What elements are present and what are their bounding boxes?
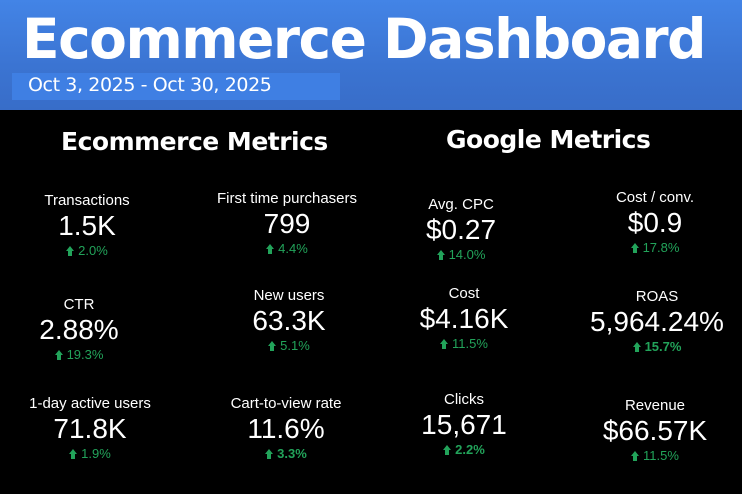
scorecard-avg-cpc[interactable]: Avg. CPC $0.27 14.0% <box>371 196 551 265</box>
metric-delta: 4.4% <box>266 240 308 258</box>
arrow-up-icon <box>265 449 274 459</box>
metric-delta: 11.5% <box>631 447 679 465</box>
metric-label: Avg. CPC <box>428 196 494 213</box>
scorecard-cart-to-view-rate[interactable]: Cart-to-view rate 11.6% 3.3% <box>196 395 376 464</box>
metric-value: $4.16K <box>419 303 509 334</box>
metric-delta: 11.5% <box>440 335 488 353</box>
ecommerce-section-title: Ecommerce Metrics <box>61 127 328 156</box>
metric-label: CTR <box>63 296 95 313</box>
metric-value: 1.5K <box>58 210 116 241</box>
metric-value: $0.9 <box>627 207 683 238</box>
scorecard-clicks[interactable]: Clicks 15,671 2.2% <box>374 391 554 460</box>
metric-label: Cart-to-view rate <box>230 395 342 412</box>
scorecard-cost-per-conv[interactable]: Cost / conv. $0.9 17.8% <box>565 189 742 258</box>
metric-value: 71.8K <box>53 413 127 444</box>
metric-value: 5,964.24% <box>590 306 724 337</box>
date-range-selector[interactable] <box>12 73 340 100</box>
scorecard-1-day-active-users[interactable]: 1-day active users 71.8K 1.9% <box>0 395 180 464</box>
metric-value: 11.6% <box>247 413 325 444</box>
google-section-title: Google Metrics <box>446 125 651 154</box>
metric-value: 799 <box>263 208 311 239</box>
arrow-up-icon <box>630 243 639 253</box>
scorecard-ctr[interactable]: CTR 2.88% 19.3% <box>0 296 169 365</box>
metric-delta: 15.7% <box>632 338 681 356</box>
metric-delta: 14.0% <box>436 246 485 264</box>
metric-label: Transactions <box>44 192 130 209</box>
metric-delta: 3.3% <box>265 445 307 463</box>
metric-delta: 1.9% <box>69 445 111 463</box>
metric-label: Cost / conv. <box>615 189 695 206</box>
arrow-up-icon <box>632 342 641 352</box>
metric-label: ROAS <box>635 288 679 305</box>
metric-value: 63.3K <box>252 305 326 336</box>
arrow-up-icon <box>440 339 449 349</box>
arrow-up-icon <box>436 250 445 260</box>
dashboard-title: Ecommerce Dashboard <box>22 7 706 71</box>
metric-value: 15,671 <box>421 409 507 440</box>
metric-value: $66.57K <box>602 415 708 446</box>
metric-label: First time purchasers <box>216 190 358 207</box>
metric-label: Revenue <box>624 397 686 414</box>
arrow-up-icon <box>69 449 78 459</box>
arrow-up-icon <box>268 341 277 351</box>
scorecard-revenue[interactable]: Revenue $66.57K 11.5% <box>565 397 742 466</box>
metric-delta: 2.0% <box>66 242 108 260</box>
arrow-up-icon <box>66 246 75 256</box>
date-range-label[interactable]: Oct 3, 2025 - Oct 30, 2025 <box>28 74 272 96</box>
arrow-up-icon <box>266 244 275 254</box>
scorecard-first-time-purchasers[interactable]: First time purchasers 799 4.4% <box>197 190 377 259</box>
arrow-up-icon <box>54 350 63 360</box>
metric-value: $0.27 <box>425 214 497 245</box>
arrow-up-icon <box>631 451 640 461</box>
metric-delta: 17.8% <box>630 239 679 257</box>
metric-delta: 2.2% <box>443 441 485 459</box>
arrow-up-icon <box>443 445 452 455</box>
scorecard-cost[interactable]: Cost $4.16K 11.5% <box>374 285 554 354</box>
metric-label: New users <box>253 287 325 304</box>
metric-label: Clicks <box>444 391 484 408</box>
metric-delta: 5.1% <box>268 337 310 355</box>
scorecard-transactions[interactable]: Transactions 1.5K 2.0% <box>0 192 177 261</box>
scorecard-new-users[interactable]: New users 63.3K 5.1% <box>199 287 379 356</box>
scorecard-roas[interactable]: ROAS 5,964.24% 15.7% <box>567 288 742 357</box>
metric-label: 1-day active users <box>29 395 151 412</box>
metric-value: 2.88% <box>39 314 119 345</box>
metric-delta: 19.3% <box>54 346 103 364</box>
metric-label: Cost <box>448 285 480 302</box>
